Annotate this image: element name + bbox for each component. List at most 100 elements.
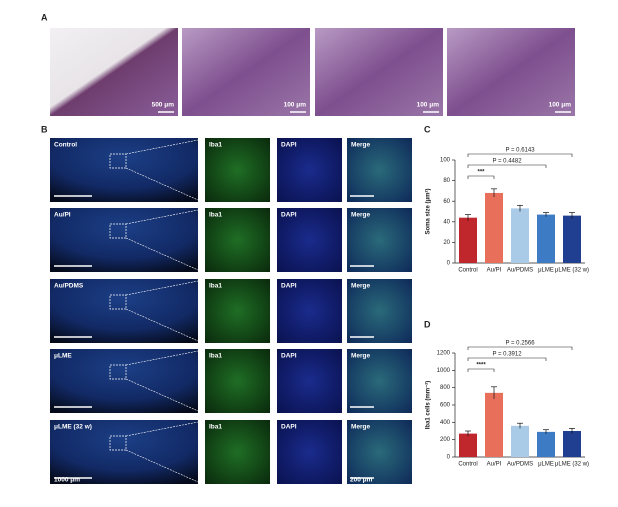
column-label: Iba1 (209, 283, 222, 290)
row-label: Au/PDMS (54, 283, 84, 290)
y-tick-label: 0 (447, 455, 451, 461)
fluorescence-image (277, 349, 342, 413)
column-label: DAPI (281, 424, 297, 431)
panel-label: D (424, 319, 431, 329)
row-label: Au/PI (54, 212, 71, 219)
fluorescence-image (205, 279, 270, 343)
zoom-line (125, 280, 199, 296)
scale-bar-label: 100 μm (417, 102, 440, 109)
y-tick-label: 1200 (437, 351, 451, 357)
significance-bracket (467, 164, 547, 168)
y-tick-label: 80 (443, 178, 450, 184)
column-label: Iba1 (209, 353, 222, 360)
y-tick-label: 100 (440, 158, 451, 164)
annotation: P = 0.3912 (492, 352, 522, 358)
scale-bar-label: 200 μm (350, 477, 373, 484)
fluorescence-image (205, 349, 270, 413)
significance-bracket (467, 357, 547, 361)
column-label: DAPI (281, 353, 297, 360)
fluorescence-image (50, 138, 198, 202)
x-tick-label: μLME (538, 268, 554, 274)
bar (511, 208, 529, 263)
bar (485, 392, 503, 457)
y-tick-label: 1000 (437, 368, 451, 374)
fluorescence-image (347, 349, 412, 413)
column-label: Iba1 (209, 142, 222, 149)
histology-image (447, 28, 575, 116)
panel-label: A (41, 12, 48, 22)
x-tick-label: μLME (538, 462, 554, 468)
significance-bracket (467, 153, 573, 157)
bar (511, 425, 529, 457)
y-tick-label: 20 (443, 240, 450, 246)
fluorescence-image (205, 208, 270, 272)
x-tick-label: Au/PI (487, 268, 502, 274)
row-label: Control (54, 142, 77, 149)
zoom-line (125, 421, 199, 437)
bar (459, 217, 477, 263)
y-tick-label: 40 (443, 219, 450, 225)
bar (459, 433, 477, 457)
zoom-box (109, 364, 127, 380)
column-label: Merge (351, 212, 371, 219)
row-label: μLME (32 w) (54, 424, 92, 431)
fluorescence-image (205, 138, 270, 202)
x-tick-label: μLME (32 w) (555, 462, 589, 468)
scale-bar-label: 500 μm (152, 102, 175, 109)
x-tick-label: μLME (32 w) (555, 268, 589, 274)
fluorescence-image (347, 208, 412, 272)
fluorescence-image (277, 208, 342, 272)
x-tick-label: Au/PDMS (507, 268, 533, 274)
y-tick-label: 0 (447, 261, 451, 267)
fluorescence-image (347, 279, 412, 343)
fluorescence-image (205, 420, 270, 484)
x-tick-label: Au/PI (487, 462, 502, 468)
fluorescence-image (50, 279, 198, 343)
column-label: Iba1 (209, 424, 222, 431)
scale-bar-label: 100 μm (284, 102, 307, 109)
significance-bracket (467, 368, 495, 372)
y-tick-label: 600 (440, 403, 451, 409)
fluorescence-image (50, 420, 198, 484)
zoom-box (109, 223, 127, 239)
bar (563, 215, 581, 263)
row-label: μLME (54, 353, 72, 360)
bar (537, 214, 555, 263)
x-tick-label: Au/PDMS (507, 462, 533, 468)
histology-image (50, 28, 178, 116)
fluorescence-image (347, 420, 412, 484)
y-axis-label: Iba1 cells (mm⁻²) (425, 381, 432, 430)
panel-label: C (424, 124, 431, 134)
fluorescence-image (347, 138, 412, 202)
y-tick-label: 800 (440, 385, 451, 391)
column-label: Merge (351, 353, 371, 360)
histology-image (182, 28, 310, 116)
fluorescence-image (277, 420, 342, 484)
annotation: P = 0.4482 (492, 159, 522, 165)
fluorescence-image (50, 349, 198, 413)
x-tick-label: Control (458, 462, 477, 468)
bar (537, 431, 555, 457)
annotation: P = 0.6143 (505, 148, 535, 154)
annotation: P = 0.2566 (505, 341, 535, 347)
column-label: Merge (351, 283, 371, 290)
annotation: **** (476, 363, 486, 369)
column-label: Merge (351, 424, 371, 431)
fluorescence-image (277, 279, 342, 343)
column-label: DAPI (281, 283, 297, 290)
column-label: Merge (351, 142, 371, 149)
bar (563, 431, 581, 457)
bar (485, 192, 503, 263)
scale-bar-label: 100 μm (549, 102, 572, 109)
y-tick-label: 400 (440, 420, 451, 426)
panel-label: B (41, 124, 48, 134)
zoom-line (125, 209, 199, 225)
zoom-box (109, 153, 127, 169)
column-label: DAPI (281, 142, 297, 149)
fluorescence-image (50, 208, 198, 272)
zoom-box (109, 435, 127, 451)
zoom-line (125, 350, 199, 366)
zoom-line (125, 139, 199, 155)
y-tick-label: 60 (443, 199, 450, 205)
column-label: DAPI (281, 212, 297, 219)
